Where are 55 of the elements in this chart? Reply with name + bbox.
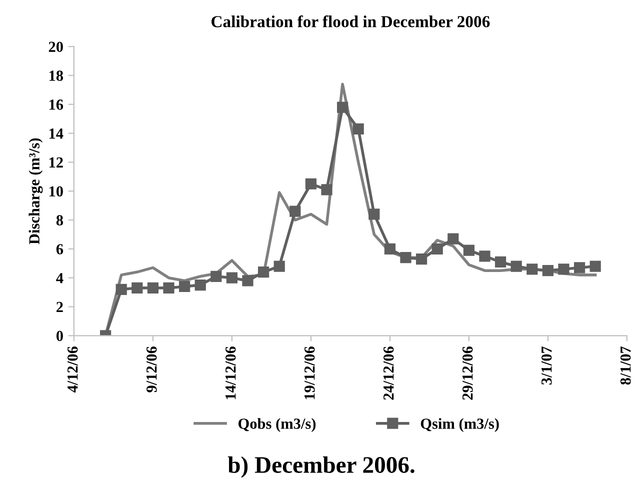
y-tick-label: 12 (49, 157, 63, 168)
y-tick-label: 14 (49, 128, 64, 139)
legend-label: Qobs (m3/s) (238, 418, 316, 432)
point (226, 272, 238, 284)
point (210, 270, 222, 282)
x-tick-label: 24/12/06 (383, 346, 394, 400)
point (305, 178, 316, 190)
chart-title: Calibration for flood in December 2006 (212, 15, 490, 28)
y-tick-label: 18 (49, 70, 64, 81)
y-tick-label: 2 (56, 302, 63, 312)
point (178, 280, 190, 292)
point (510, 260, 522, 272)
point (590, 260, 601, 272)
y-tick-label: 20 (48, 42, 63, 52)
y-tick-label: 6 (56, 244, 64, 254)
legend-label: Qsim (m3/s) (420, 418, 499, 432)
point (147, 282, 158, 294)
point (163, 282, 174, 294)
y-tick-label: 4 (56, 273, 64, 284)
point (290, 206, 301, 217)
y-axis-title: Discharge (m³/s) (28, 138, 43, 244)
point (242, 275, 254, 286)
y-tick-label: 8 (56, 215, 64, 226)
point (463, 244, 474, 256)
point (384, 243, 396, 254)
x-tick-label: 9/12/06 (146, 346, 157, 392)
y-tick-label: 16 (49, 100, 64, 110)
point (416, 253, 428, 265)
point (336, 102, 348, 113)
point (352, 123, 364, 134)
point (526, 264, 538, 275)
point (432, 243, 443, 254)
point (400, 252, 412, 264)
point (274, 260, 285, 272)
x-tick-label: 8/1/07 (620, 346, 631, 385)
point (258, 266, 270, 278)
point (368, 208, 380, 220)
point (132, 282, 143, 294)
point (194, 280, 206, 291)
x-tick-label: 3/1/07 (541, 346, 552, 385)
y-tick-label: 10 (49, 186, 63, 197)
y-tick-label: 0 (56, 330, 63, 342)
x-tick-label: 19/12/06 (304, 346, 315, 400)
text: b) December 2006. (228, 456, 414, 478)
point (494, 256, 506, 268)
x-tick-label: 29/12/06 (462, 346, 473, 400)
point (116, 284, 127, 295)
x-tick-label: 14/12/06 (225, 346, 236, 400)
point (479, 250, 490, 262)
point (321, 184, 332, 196)
point (574, 262, 586, 274)
point (542, 265, 554, 276)
point (558, 264, 570, 275)
point (448, 233, 459, 244)
x-tick-label: 4/12/06 (67, 346, 78, 393)
